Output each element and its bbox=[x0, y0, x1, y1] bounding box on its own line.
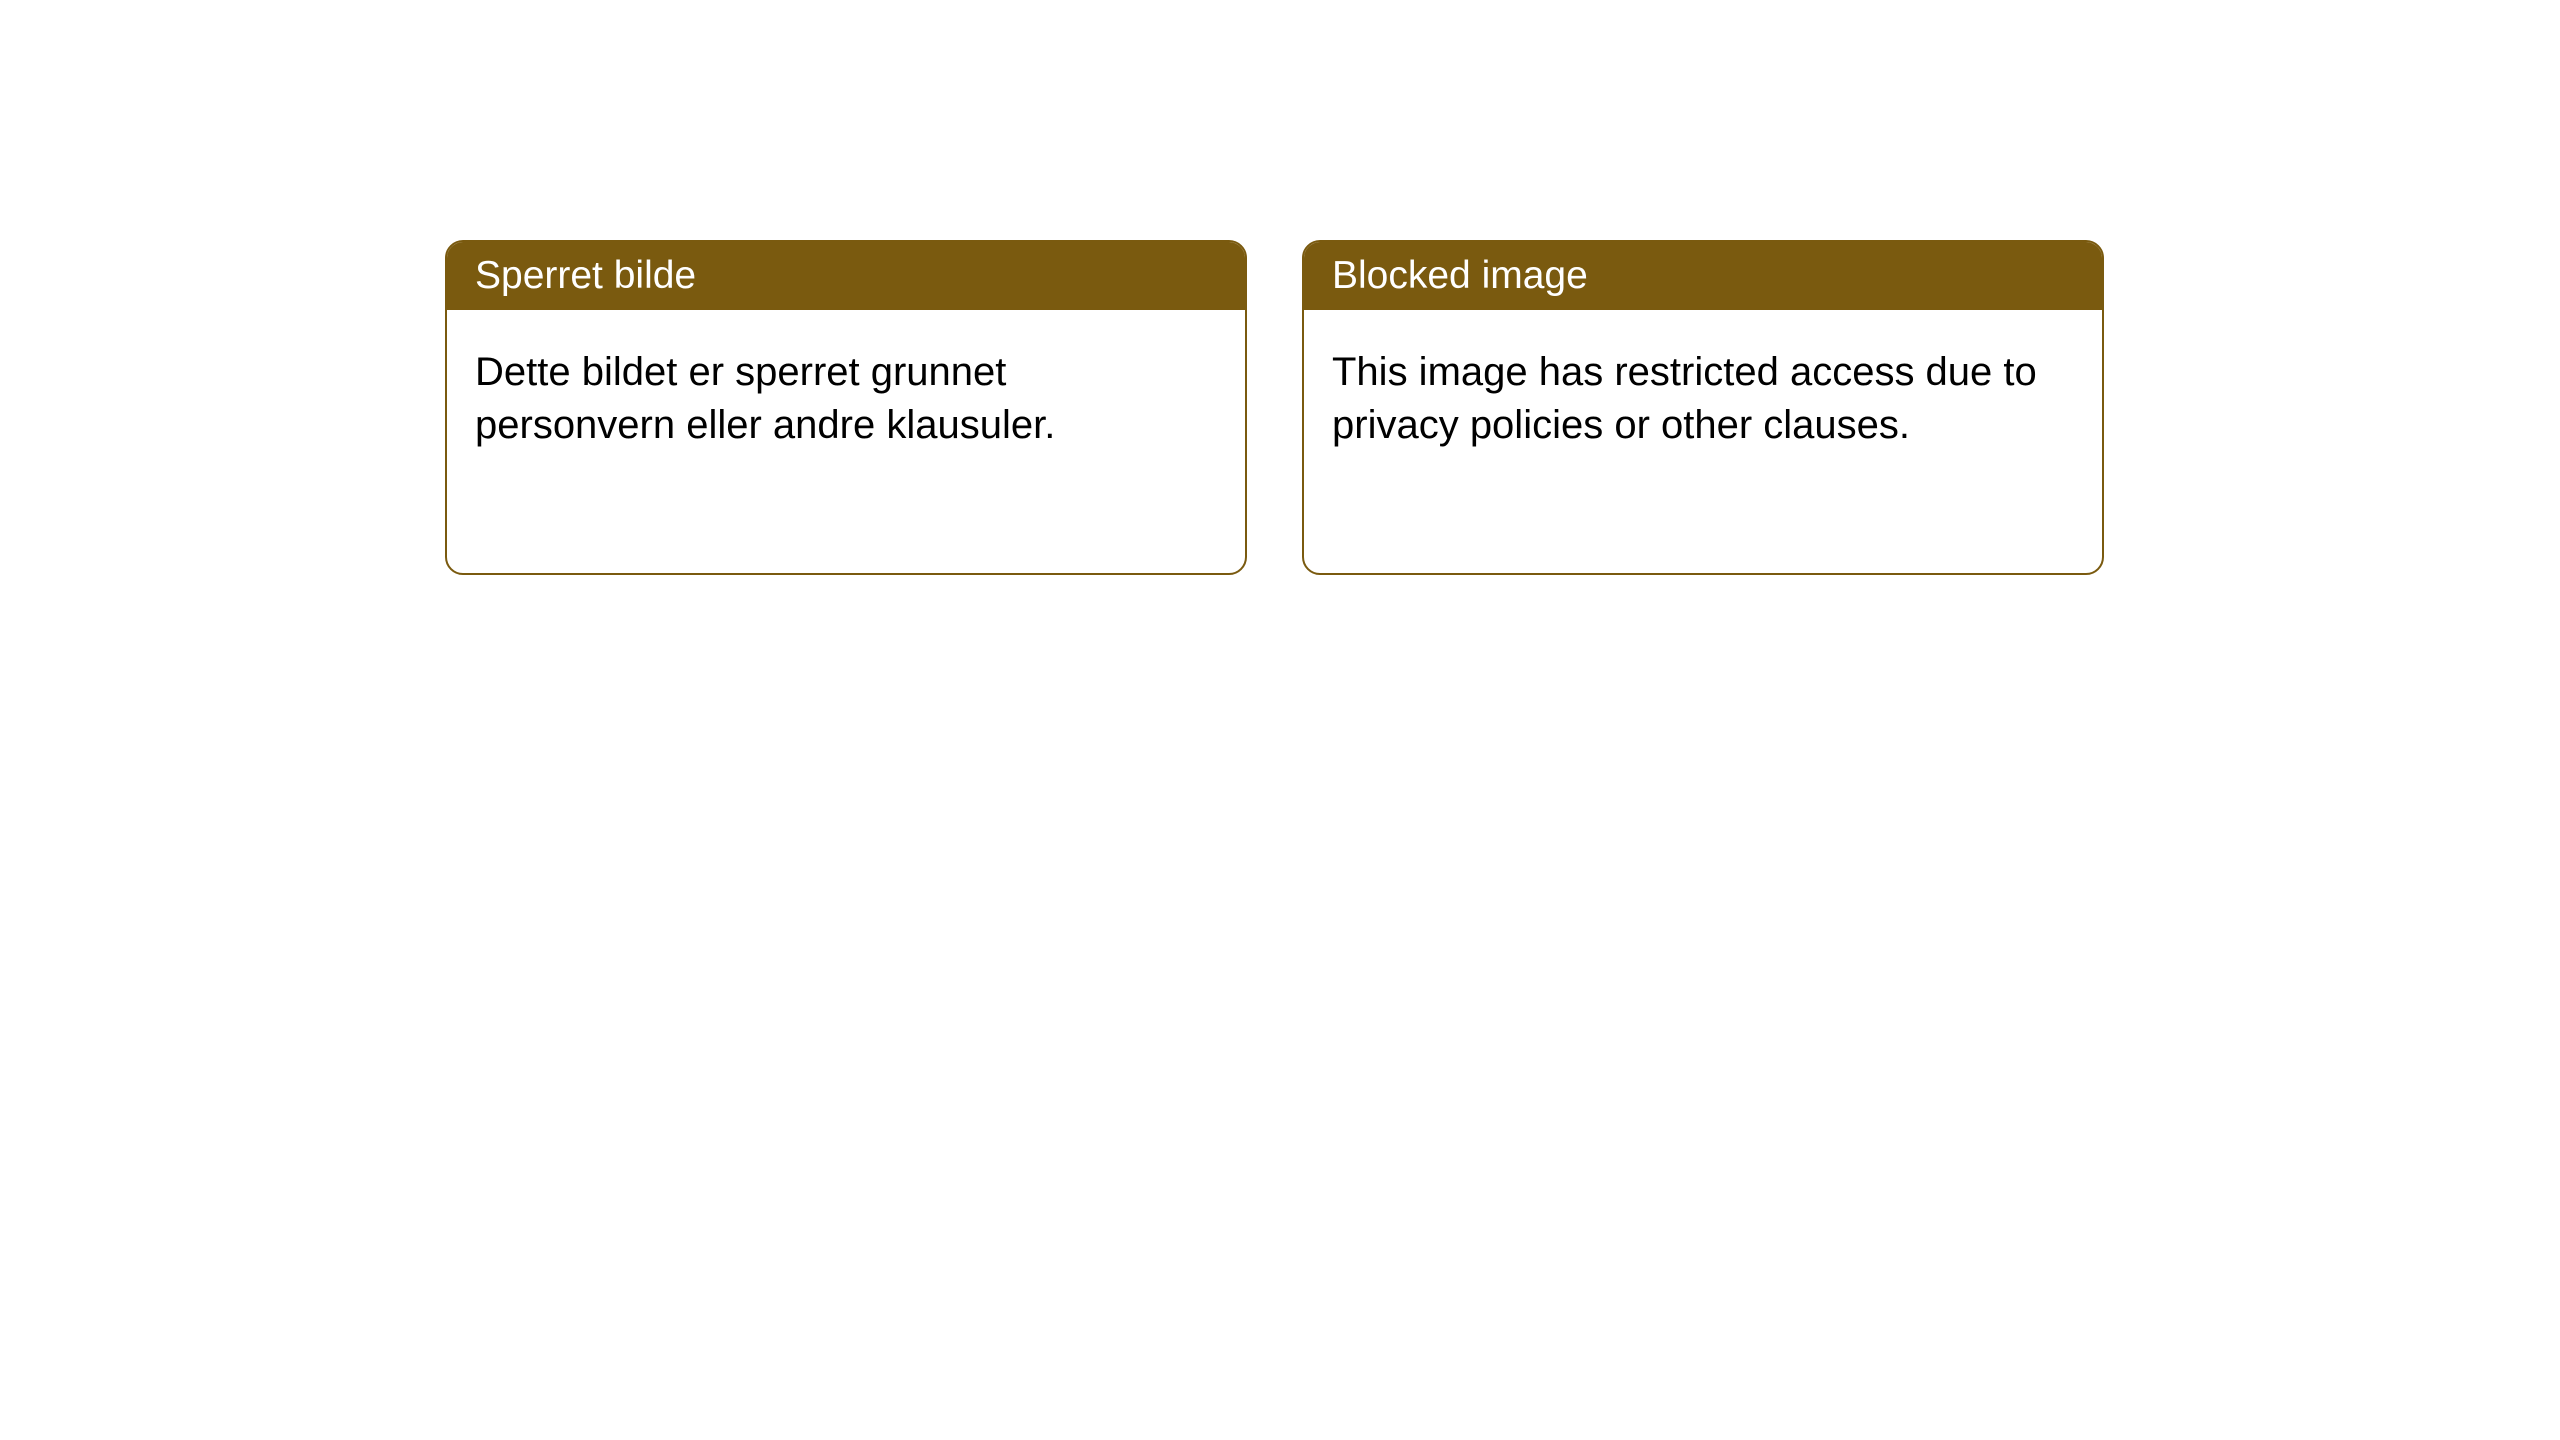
blocked-image-card-en: Blocked image This image has restricted … bbox=[1302, 240, 2104, 575]
blocked-image-card-no: Sperret bilde Dette bildet er sperret gr… bbox=[445, 240, 1247, 575]
card-body: This image has restricted access due to … bbox=[1304, 310, 2102, 488]
card-title: Blocked image bbox=[1304, 242, 2102, 310]
card-body: Dette bildet er sperret grunnet personve… bbox=[447, 310, 1245, 488]
notice-cards-row: Sperret bilde Dette bildet er sperret gr… bbox=[0, 0, 2560, 575]
card-title: Sperret bilde bbox=[447, 242, 1245, 310]
